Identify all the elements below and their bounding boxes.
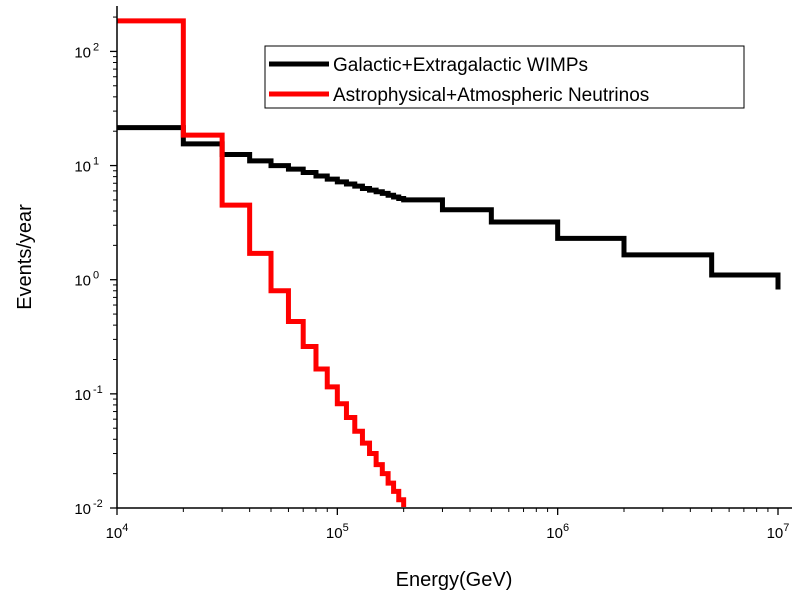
series-line-2: [117, 18, 407, 508]
y-tick-label: 10: [74, 273, 91, 290]
axes-layer: [116, 6, 792, 509]
y-tick-label: 10: [74, 159, 91, 176]
y-tick-label: 10: [74, 387, 91, 404]
y-tick-exponent: -1: [93, 384, 103, 396]
y-tick-label: 10: [74, 44, 91, 61]
y-tick-exponent: 2: [93, 41, 99, 53]
x-tick-label: 104: [106, 522, 129, 542]
legend-label-2: Astrophysical+Atmospheric Neutrinos: [333, 85, 649, 106]
x-tick-label: 107: [767, 522, 790, 542]
x-tick-label: 106: [546, 522, 569, 542]
y-tick-exponent: 0: [93, 270, 99, 282]
y-axis-label: Events/year: [14, 204, 36, 310]
legend-label-1: Galactic+Extragalactic WIMPs: [333, 55, 588, 76]
x-tick-label: 105: [326, 522, 349, 542]
series-line-1: [117, 125, 781, 290]
legend: Galactic+Extragalactic WIMPs Astrophysica…: [264, 45, 745, 109]
y-tick-exponent: -2: [93, 498, 103, 510]
y-tick-exponent: 1: [93, 156, 99, 168]
legend-box: [264, 45, 745, 109]
series-layer: [117, 18, 781, 508]
y-tick-label: 10: [74, 501, 91, 518]
x-axis-label: Energy(GeV): [396, 569, 513, 591]
